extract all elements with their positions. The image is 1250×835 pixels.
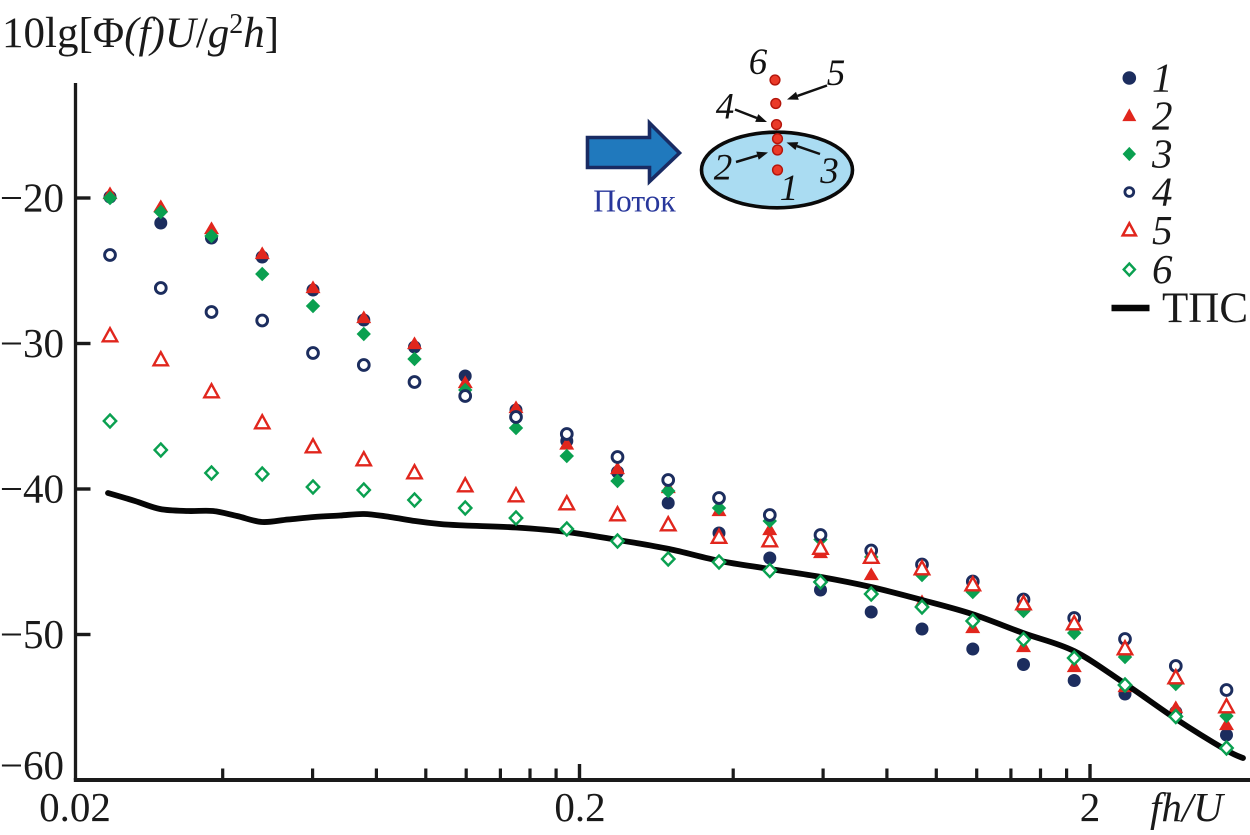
svg-text:3: 3 — [819, 151, 839, 192]
svg-text:ТПС: ТПС — [1162, 285, 1248, 332]
svg-text:fh/U: fh/U — [1150, 784, 1225, 830]
svg-text:4: 4 — [716, 87, 735, 128]
svg-text:0.02: 0.02 — [39, 784, 111, 830]
svg-text:−60: −60 — [0, 742, 64, 788]
svg-text:5: 5 — [1152, 207, 1173, 253]
svg-text:−30: −30 — [0, 320, 64, 366]
svg-text:2: 2 — [1152, 93, 1173, 139]
svg-text:6: 6 — [749, 42, 768, 83]
svg-text:−20: −20 — [0, 175, 64, 221]
svg-text:6: 6 — [1152, 246, 1173, 292]
svg-text:Поток: Поток — [593, 184, 676, 219]
svg-text:−50: −50 — [0, 611, 64, 657]
svg-text:1: 1 — [1152, 55, 1173, 101]
svg-text:1: 1 — [780, 168, 799, 209]
svg-text:2: 2 — [714, 148, 733, 189]
svg-text:2: 2 — [1080, 784, 1101, 830]
svg-text:−40: −40 — [0, 466, 64, 512]
svg-text:3: 3 — [1151, 131, 1173, 177]
svg-text:4: 4 — [1152, 169, 1173, 215]
svg-text:0.2: 0.2 — [554, 784, 605, 830]
svg-text:5: 5 — [827, 53, 846, 94]
